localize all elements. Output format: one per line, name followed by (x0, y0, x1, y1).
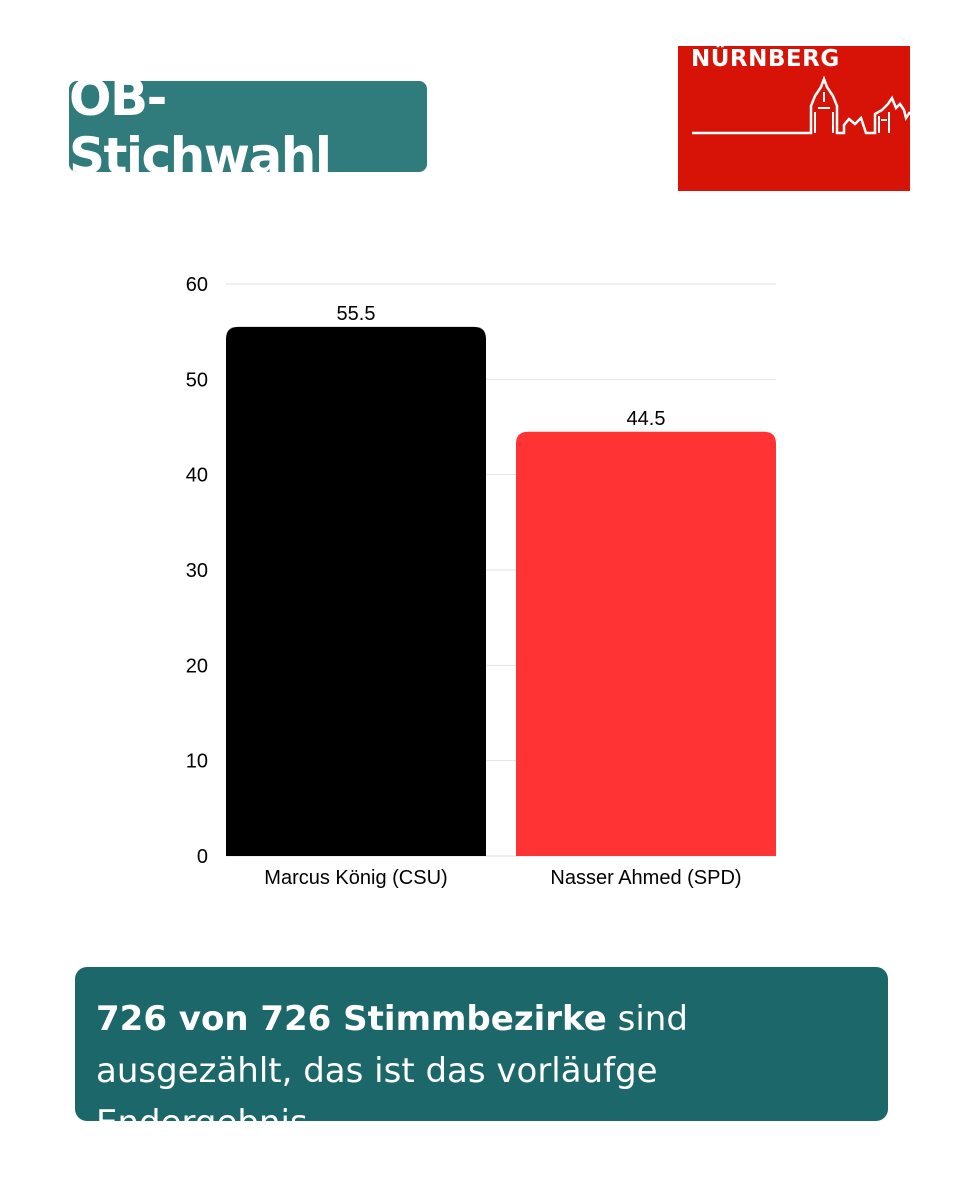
bar (226, 326, 486, 856)
status-note-text: sind ausgezählt, das ist das vorläufge E… (96, 999, 688, 1143)
bar (516, 431, 776, 856)
x-tick-label: Nasser Ahmed (SPD) (550, 867, 741, 889)
y-tick-label: 20 (186, 655, 208, 677)
data-label: 44.5 (627, 408, 666, 430)
status-note: 726 von 726 Stimmbezirke sind ausgezählt… (75, 967, 888, 1143)
bar-chart: 0 10 20 30 40 50 60 55.5 Marcus König (CSU) 44.5 N… (186, 274, 776, 889)
castle-skyline-icon (692, 75, 910, 135)
y-tick-label: 10 (186, 751, 208, 773)
y-tick-label: 0 (197, 846, 208, 868)
status-note-bold: 726 von 726 Stimmbezirke (96, 999, 607, 1039)
y-tick-label: 30 (186, 560, 208, 582)
x-tick-label: Marcus König (CSU) (264, 867, 447, 889)
page-title: OB-Stichwahl (69, 68, 332, 185)
y-tick-label: 60 (186, 274, 208, 296)
y-tick-label: 50 (186, 369, 208, 391)
nuernberg-logo: NÜRNBERG (678, 46, 910, 191)
logo-wordmark: NÜRNBERG (691, 46, 840, 72)
title-badge: OB-Stichwahl (69, 69, 427, 185)
data-label: 55.5 (337, 303, 376, 325)
y-tick-label: 40 (186, 465, 208, 487)
